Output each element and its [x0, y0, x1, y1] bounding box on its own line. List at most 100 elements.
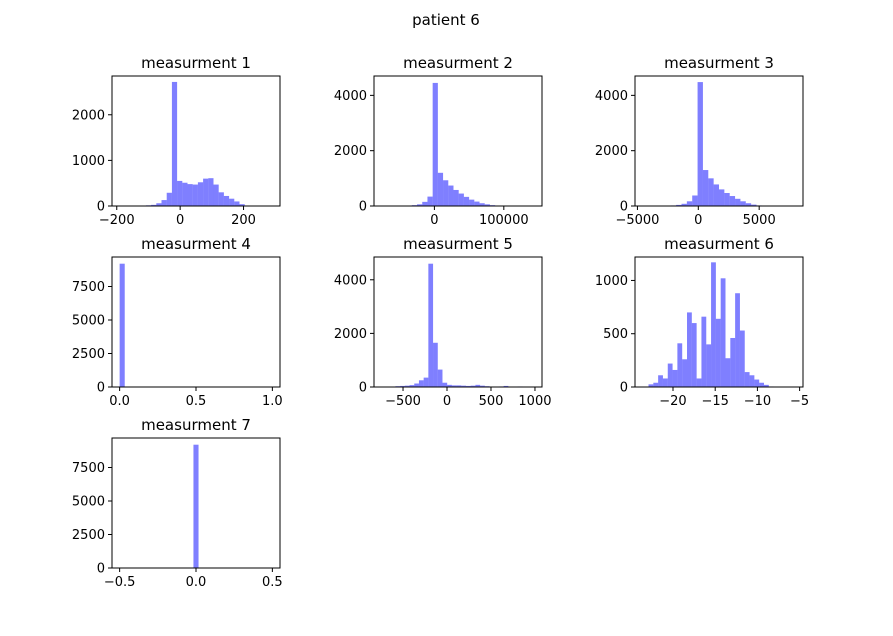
- x-tick-label: 0.5: [186, 394, 207, 409]
- histogram-bar: [735, 293, 740, 387]
- histogram-bar: [681, 203, 687, 206]
- histogram-bar: [745, 203, 752, 206]
- axes-frame: [111, 75, 281, 207]
- histogram-bar: [677, 343, 683, 387]
- histogram-bar: [715, 318, 721, 387]
- histogram-bar: [691, 323, 697, 387]
- subplot-5: measurment 5 −500 0 500 1000 0 2000 4000: [334, 235, 552, 409]
- x-tick-label: 0: [694, 213, 702, 228]
- bar-group: [648, 262, 774, 387]
- y-tick-label: 0: [97, 562, 105, 577]
- y-tick-label: 0: [97, 200, 105, 215]
- x-tick-label: 0: [176, 213, 184, 228]
- histogram-bar: [708, 178, 714, 206]
- histogram-bar: [182, 182, 188, 206]
- subplot-title: measurment 5: [403, 235, 513, 253]
- subplot-title: measurment 3: [664, 54, 774, 72]
- bar-group: [390, 263, 537, 387]
- y-tick-label: 5000: [72, 313, 105, 328]
- histogram-bar: [187, 184, 193, 206]
- histogram-bar: [474, 201, 480, 206]
- x-tick-label: 0: [430, 213, 438, 228]
- histogram-bar: [751, 204, 757, 206]
- histogram-bar: [730, 337, 736, 387]
- histogram-bar: [443, 180, 449, 206]
- histogram-bar: [234, 201, 240, 206]
- histogram-bar: [213, 184, 219, 206]
- y-tick-label: 0: [620, 381, 628, 396]
- histogram-bar: [151, 204, 157, 206]
- histogram-bar: [503, 385, 509, 387]
- x-tick-label: 5000: [743, 213, 776, 228]
- histogram-bar: [667, 363, 673, 387]
- histogram-bar: [763, 384, 769, 387]
- x-tick-label: 500: [479, 394, 504, 409]
- histogram-bar: [466, 385, 471, 387]
- histogram-bar: [166, 192, 172, 206]
- subplot-title: measurment 1: [141, 54, 251, 72]
- y-tick-label: 0: [620, 200, 628, 215]
- y-tick-label: 7500: [72, 461, 105, 476]
- y-tick-label: 4000: [595, 89, 628, 104]
- y-tick-label: 2000: [595, 144, 628, 159]
- histogram-bar: [437, 172, 444, 206]
- histogram-bar: [676, 204, 682, 206]
- histogram-bar: [711, 262, 716, 387]
- histogram-bar: [414, 383, 419, 387]
- histogram-bar: [161, 200, 167, 206]
- histogram-bar: [720, 278, 726, 387]
- histogram-bar: [156, 203, 162, 206]
- x-tick-label: 100000: [479, 213, 529, 228]
- x-tick-label: 1.0: [262, 394, 283, 409]
- histogram-bar: [423, 377, 429, 387]
- bar-group: [665, 82, 768, 206]
- x-tick-label: 1000: [518, 394, 551, 409]
- histogram-bar: [672, 369, 678, 387]
- y-tick-label: 0: [97, 381, 105, 396]
- histogram-bar: [729, 196, 736, 206]
- y-tick-label: 2500: [72, 347, 105, 362]
- histogram-bar: [400, 385, 405, 387]
- histogram-bar: [458, 193, 464, 206]
- y-tick-label: 2500: [72, 528, 105, 543]
- y-tick-label: 1000: [595, 274, 628, 289]
- histogram-bar: [662, 378, 668, 387]
- x-tick-label: 0: [443, 394, 451, 409]
- figure-title: patient 6: [412, 11, 480, 29]
- histogram-bar: [193, 444, 199, 568]
- x-tick-label: 200: [231, 213, 256, 228]
- histogram-bar: [218, 192, 224, 206]
- y-tick-label: 500: [603, 327, 628, 342]
- x-tick-label: −15: [701, 394, 728, 409]
- histogram-bar: [470, 385, 476, 387]
- subplot-title: measurment 2: [403, 54, 513, 72]
- histogram-bar: [696, 378, 702, 387]
- histogram-bar: [177, 180, 183, 206]
- histogram-bar: [442, 382, 448, 387]
- histogram-bar: [239, 204, 245, 206]
- histogram-bar: [433, 342, 438, 387]
- histogram-bar: [208, 178, 214, 206]
- histogram-bar: [463, 196, 470, 206]
- y-tick-label: 2000: [334, 144, 367, 159]
- histogram-bar: [417, 204, 423, 206]
- subplot-grid: measurment 1−200 0 200010002000measurment …: [72, 54, 809, 590]
- histogram-bar: [119, 263, 125, 387]
- histogram-bar: [725, 358, 731, 387]
- histogram-bar: [197, 182, 204, 206]
- histogram-bar: [702, 170, 709, 206]
- histogram-bar: [203, 178, 209, 206]
- histogram-bar: [744, 372, 750, 387]
- y-tick-label: 2000: [72, 108, 105, 123]
- histogram-bar: [418, 380, 424, 387]
- histogram-bar: [484, 204, 490, 206]
- y-tick-label: 0: [359, 200, 367, 215]
- histogram-bar: [451, 385, 457, 387]
- y-tick-label: 1000: [72, 154, 105, 169]
- axes-frame: [373, 256, 543, 388]
- histogram-bar: [697, 82, 703, 206]
